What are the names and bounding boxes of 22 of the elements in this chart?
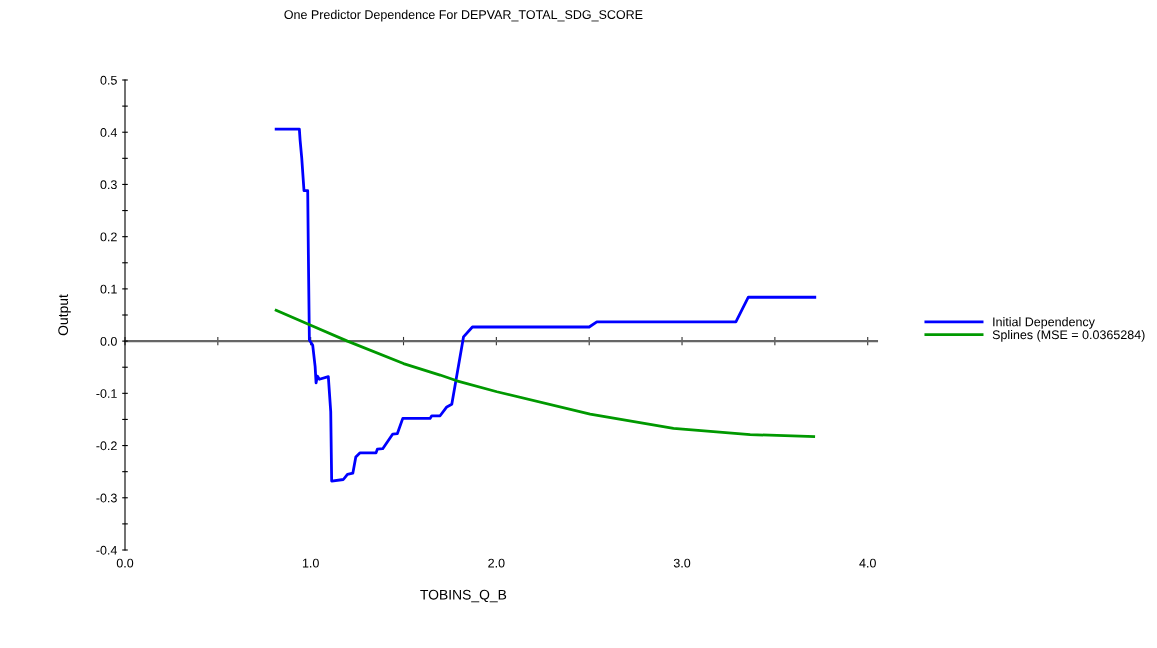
x-axis-title: TOBINS_Q_B [420, 589, 507, 603]
x-tick-label: 3.0 [673, 558, 691, 568]
legend-label: Splines (MSE = 0.0365284) [992, 329, 1145, 342]
line-series [274, 308, 816, 439]
y-axis-title: Output [58, 294, 71, 336]
y-tick-label: 0.2 [100, 232, 117, 242]
y-tick-label: -0.4 [96, 545, 117, 555]
y-tick-label: -0.3 [96, 493, 117, 503]
x-tick-label: 2.0 [488, 558, 505, 568]
y-tick-label: 0.1 [100, 284, 117, 294]
y-tick-label: 0.4 [100, 128, 117, 137]
legend-label: Initial Dependency [993, 317, 1095, 329]
x-tick-label: 0.0 [116, 558, 134, 568]
y-tick-label: 0.0 [100, 336, 117, 346]
y-tick-label: -0.1 [96, 389, 117, 398]
x-tick-label: 4.0 [859, 558, 876, 568]
line-series [274, 127, 817, 483]
y-tick-label: 0.3 [100, 180, 117, 190]
x-tick-label: 1.0 [302, 558, 319, 568]
chart-title: One Predictor Dependence For DEPVAR_TOTAL_SDG_SCORE [284, 9, 643, 22]
y-tick-label: 0.5 [100, 75, 117, 85]
y-tick-label: -0.2 [96, 441, 117, 451]
